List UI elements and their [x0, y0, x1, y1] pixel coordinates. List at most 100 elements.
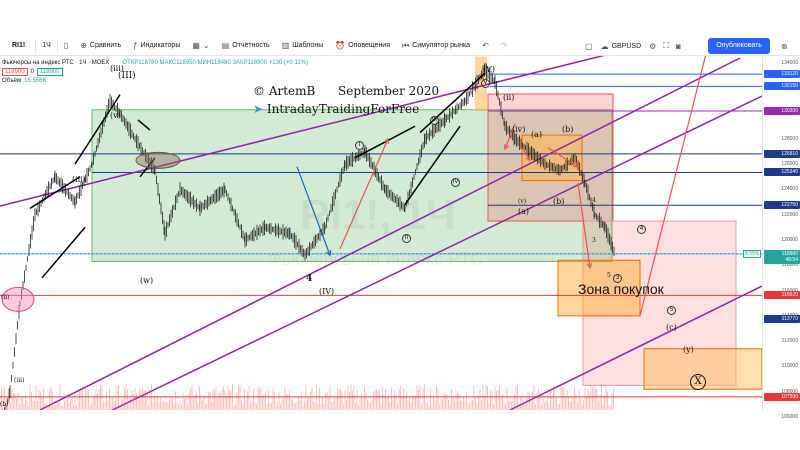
price-tick: 128000 — [781, 135, 798, 142]
projection-arrow-head — [586, 262, 593, 270]
highlight-ellipse — [1, 286, 35, 312]
price-tick: 126000 — [781, 161, 798, 168]
candles-icon: ▯ — [63, 41, 69, 50]
fullscreen-icon[interactable]: ⛶ — [663, 41, 669, 50]
wave-label: (v) — [110, 111, 121, 120]
buy-price[interactable]: 118900 — [36, 68, 63, 76]
wave-label: 5 — [607, 272, 611, 279]
author-label: © ArtemB — [253, 84, 316, 98]
grid-icon: ▦ — [192, 41, 200, 50]
channel-name: IntradayTraidingForFree — [266, 102, 420, 116]
circled-wave-label: III — [430, 116, 439, 125]
volume-bars — [0, 384, 614, 410]
highlight-ellipse — [135, 151, 181, 169]
price-level-pill: 113770 — [764, 314, 800, 323]
redo-icon: ↷ — [500, 41, 508, 50]
channel-label: ➤ IntradayTraidingForFree — [253, 102, 420, 116]
symbol-label: RI1! — [12, 41, 26, 49]
legend-ohlc: ОТКР118780 МАКС118950 МИН118480 ЗАКР1189… — [122, 60, 308, 66]
compare-button[interactable]: ⊕ Сравнить — [74, 36, 127, 56]
trend-line — [137, 119, 151, 131]
replay-label: Симулятор рынка — [412, 42, 471, 49]
price-tick: 118000 — [781, 262, 798, 269]
price-candles — [4, 63, 615, 410]
projection-arrow-head — [525, 155, 531, 162]
wave-label: (a) — [531, 130, 543, 139]
close-icon[interactable]: ⊗ — [781, 41, 788, 51]
price-level-pill: 130200 — [764, 107, 800, 116]
projection-arrow — [339, 138, 389, 250]
channel-line — [509, 285, 762, 410]
price-tick: 116000 — [782, 288, 798, 294]
sell-price[interactable]: 118900 — [2, 68, 28, 76]
projection-arrow — [639, 56, 707, 317]
price-axis[interactable]: 1340001320001300001280001260001240001220… — [743, 56, 800, 420]
wave-label: 4 — [592, 197, 596, 204]
reports-icon: ▤ — [221, 41, 230, 50]
circled-wave-label: II — [402, 234, 411, 243]
templates-button[interactable]: ▥ Шаблоны — [276, 36, 330, 56]
indicators-icon: ƒ — [133, 41, 138, 50]
date-label: September 2020 — [338, 84, 440, 98]
wave-label: (c) — [666, 323, 677, 332]
price-level-pill: 115620 — [764, 291, 800, 300]
channel-line — [0, 56, 605, 207]
wave-label: (b) — [553, 197, 565, 206]
replay-button[interactable]: ⏮ Симулятор рынка — [396, 36, 476, 56]
layout-button[interactable]: ▦ ⌄ — [186, 36, 215, 56]
channel-line — [110, 95, 762, 410]
divider — [56, 39, 58, 52]
price-level-pill: 48:54 — [764, 255, 800, 264]
volume-value: 16.556K — [24, 78, 47, 84]
chart-type-button[interactable]: ▯ — [58, 36, 74, 56]
layout-icon[interactable]: ▢ — [585, 41, 593, 51]
circled-wave-label: V — [481, 79, 490, 88]
price-level-pill: 125340 — [764, 168, 800, 177]
settings-icon[interactable]: ⚙ — [649, 41, 657, 51]
trend-line — [29, 176, 81, 210]
alerts-button[interactable]: ⏰ Оповещения — [329, 36, 396, 56]
alerts-label: Оповещения — [348, 42, 391, 49]
reports-button[interactable]: ▤ Отчётность — [216, 36, 276, 56]
indicators-label: Индикаторы — [140, 42, 181, 49]
price-level-pill: 118900 — [764, 249, 800, 258]
price-level-pill: 133120 — [764, 70, 800, 79]
price-tick: 112000 — [781, 338, 798, 345]
percent-badge: 8.59% — [743, 249, 762, 258]
circled-wave-label: IV — [451, 178, 460, 187]
replay-icon: ⏮ — [402, 40, 410, 50]
reports-label: Отчётность — [232, 42, 270, 49]
wave-label: (ii) — [1, 294, 10, 301]
plus-circle-icon: ⊕ — [80, 41, 87, 50]
camera-icon[interactable]: ◙ — [675, 41, 681, 51]
projection-arrow-head — [503, 143, 510, 151]
trend-line — [41, 226, 86, 279]
undo-button[interactable]: ↶ — [476, 36, 495, 56]
trend-line — [404, 125, 461, 206]
interval-button[interactable]: 1Ч — [36, 36, 57, 56]
wave-label: (w) — [140, 276, 154, 285]
symbol-search[interactable]: RI1! — [0, 36, 35, 56]
target-box — [582, 220, 737, 386]
indicators-button[interactable]: ƒ Индикаторы — [127, 36, 186, 56]
wave-label: (IV) — [319, 287, 335, 296]
templates-icon: ▥ — [281, 41, 290, 50]
cloud-icon[interactable]: ☁ — [600, 41, 609, 51]
chart-legend: Фьючерсы на индекс РТС · 1Ч · MOEX ОТКР1… — [2, 60, 308, 86]
wave-label: (V) — [483, 65, 496, 74]
redo-button[interactable]: ↷ — [495, 36, 514, 56]
circled-wave-label: 5 — [667, 306, 676, 315]
buy-zone-box — [557, 259, 641, 317]
circled-wave-label: 3 — [613, 274, 622, 283]
volume-label: Объём — [2, 78, 22, 84]
circled-wave-label: 4 — [637, 225, 646, 234]
currency-label[interactable]: GBPUSD — [611, 42, 642, 50]
wave-label: (ii) — [503, 93, 515, 102]
projection-arrow — [504, 123, 516, 150]
watermark-name: Фьючерсы на индекс РТС — [268, 249, 484, 269]
undo-icon: ↶ — [482, 41, 489, 50]
price-tick: 108000 — [781, 388, 798, 395]
wave-label: (v) — [518, 198, 527, 205]
publish-button[interactable]: Опубликовать — [708, 38, 770, 54]
legend-title: Фьючерсы на индекс РТС · 1Ч · MOEX — [2, 60, 110, 66]
